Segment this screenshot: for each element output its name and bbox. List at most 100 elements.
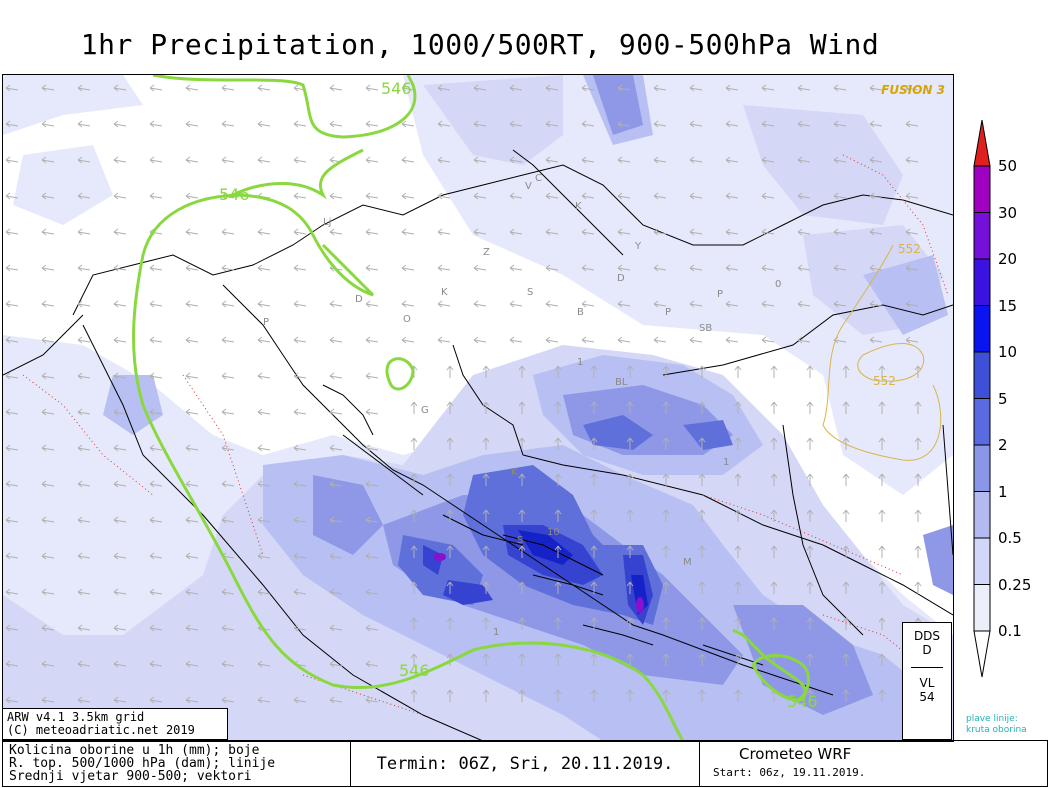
wind-arrow bbox=[5, 408, 19, 416]
wind-arrow bbox=[149, 84, 163, 92]
wind-arrow bbox=[257, 336, 271, 344]
wind-arrow bbox=[329, 516, 343, 524]
wind-arrow bbox=[581, 84, 595, 92]
wind-arrow bbox=[626, 473, 634, 486]
wind-arrow bbox=[77, 228, 91, 236]
wind-arrow bbox=[662, 509, 670, 522]
legend-swatch bbox=[973, 584, 991, 632]
wind-arrow bbox=[149, 444, 163, 452]
wind-arrow bbox=[518, 401, 526, 414]
wind-arrow bbox=[842, 509, 850, 522]
wind-arrow bbox=[545, 156, 559, 164]
wind-arrow bbox=[149, 552, 163, 560]
legend-swatch bbox=[973, 212, 991, 260]
wind-arrow bbox=[842, 401, 850, 414]
place-label: B bbox=[577, 307, 584, 318]
wind-arrow bbox=[293, 228, 307, 236]
wind-arrow bbox=[761, 300, 775, 308]
wind-arrow bbox=[734, 617, 742, 630]
wind-arrow bbox=[509, 228, 523, 236]
wind-arrow bbox=[554, 365, 562, 378]
wind-arrow bbox=[473, 264, 487, 272]
wind-arrow bbox=[185, 228, 199, 236]
wind-arrow bbox=[185, 660, 199, 668]
wind-arrow bbox=[446, 365, 454, 378]
wind-arrow bbox=[617, 156, 631, 164]
wind-arrow bbox=[698, 653, 706, 666]
wind-arrow bbox=[221, 516, 235, 524]
wind-arrow bbox=[698, 689, 706, 702]
wind-arrow bbox=[869, 300, 883, 308]
wind-arrow bbox=[806, 473, 814, 486]
wind-arrow bbox=[329, 120, 343, 128]
wind-arrow bbox=[221, 408, 235, 416]
wind-arrow bbox=[662, 617, 670, 630]
wind-arrow bbox=[689, 336, 703, 344]
wind-arrow bbox=[734, 473, 742, 486]
contour-label-546-top: 546 bbox=[381, 79, 412, 98]
contour-552-labels: 552 552 bbox=[873, 242, 921, 388]
place-label: BL bbox=[615, 377, 628, 388]
wind-arrow bbox=[689, 192, 703, 200]
wind-arrow bbox=[626, 581, 634, 594]
wind-arrow bbox=[482, 365, 490, 378]
wind-arrow bbox=[221, 264, 235, 272]
wind-arrow bbox=[878, 401, 886, 414]
wind-arrow bbox=[689, 84, 703, 92]
wind-arrow bbox=[113, 336, 127, 344]
wind-arrow bbox=[257, 372, 271, 380]
wind-arrow bbox=[734, 653, 742, 666]
solid-precip-note-line1: plave linije: bbox=[966, 714, 1018, 724]
wind-arrow bbox=[329, 228, 343, 236]
precip-legend: 50 30 20 15 10 5 2 1 0.5 0.25 0.1 bbox=[972, 120, 1050, 680]
wind-arrow bbox=[509, 336, 523, 344]
wind-arrow bbox=[878, 545, 886, 558]
wind-arrow bbox=[878, 473, 886, 486]
place-label: 1 bbox=[723, 457, 729, 468]
place-label: C bbox=[535, 173, 542, 184]
wind-arrow bbox=[842, 365, 850, 378]
wind-arrow bbox=[5, 120, 19, 128]
wind-arrow bbox=[725, 84, 739, 92]
place-label: V bbox=[525, 181, 532, 192]
wind-arrow bbox=[806, 653, 814, 666]
wind-arrow bbox=[473, 156, 487, 164]
wind-arrow bbox=[5, 444, 19, 452]
wind-arrow bbox=[5, 516, 19, 524]
wind-arrow bbox=[653, 84, 667, 92]
wind-arrow bbox=[113, 480, 127, 488]
wind-arrow bbox=[185, 120, 199, 128]
wind-arrow bbox=[878, 581, 886, 594]
contour-label-552-upper: 552 bbox=[898, 242, 921, 256]
wind-arrow bbox=[617, 336, 631, 344]
wind-arrow bbox=[797, 120, 811, 128]
wind-arrow bbox=[905, 192, 919, 200]
wind-arrow bbox=[662, 473, 670, 486]
forecast-time: Termin: 06Z, Sri, 20.11.2019. bbox=[351, 741, 700, 786]
wind-arrow bbox=[554, 437, 562, 450]
wind-arrow bbox=[41, 660, 55, 668]
wind-arrow bbox=[482, 617, 490, 630]
wind-arrow bbox=[410, 689, 418, 702]
wind-arrow bbox=[113, 624, 127, 632]
wind-arrow bbox=[185, 444, 199, 452]
wind-arrow bbox=[797, 300, 811, 308]
wind-arrow bbox=[842, 689, 850, 702]
place-label: S bbox=[517, 535, 523, 546]
wind-arrow bbox=[590, 401, 598, 414]
wind-arrow bbox=[518, 437, 526, 450]
wind-arrow bbox=[761, 336, 775, 344]
wind-arrow bbox=[770, 509, 778, 522]
wind-arrow bbox=[770, 617, 778, 630]
wind-arrow bbox=[653, 336, 667, 344]
wind-arrow bbox=[5, 552, 19, 560]
contour-label-546-right: 546 bbox=[787, 692, 818, 711]
wind-arrow bbox=[293, 552, 307, 560]
legend-swatch bbox=[973, 305, 991, 353]
contour-546-labels: 546 546 546 546 bbox=[219, 79, 818, 711]
wind-arrow bbox=[482, 689, 490, 702]
wind-arrow bbox=[77, 120, 91, 128]
wind-arrow bbox=[770, 473, 778, 486]
wind-arrow bbox=[365, 156, 379, 164]
